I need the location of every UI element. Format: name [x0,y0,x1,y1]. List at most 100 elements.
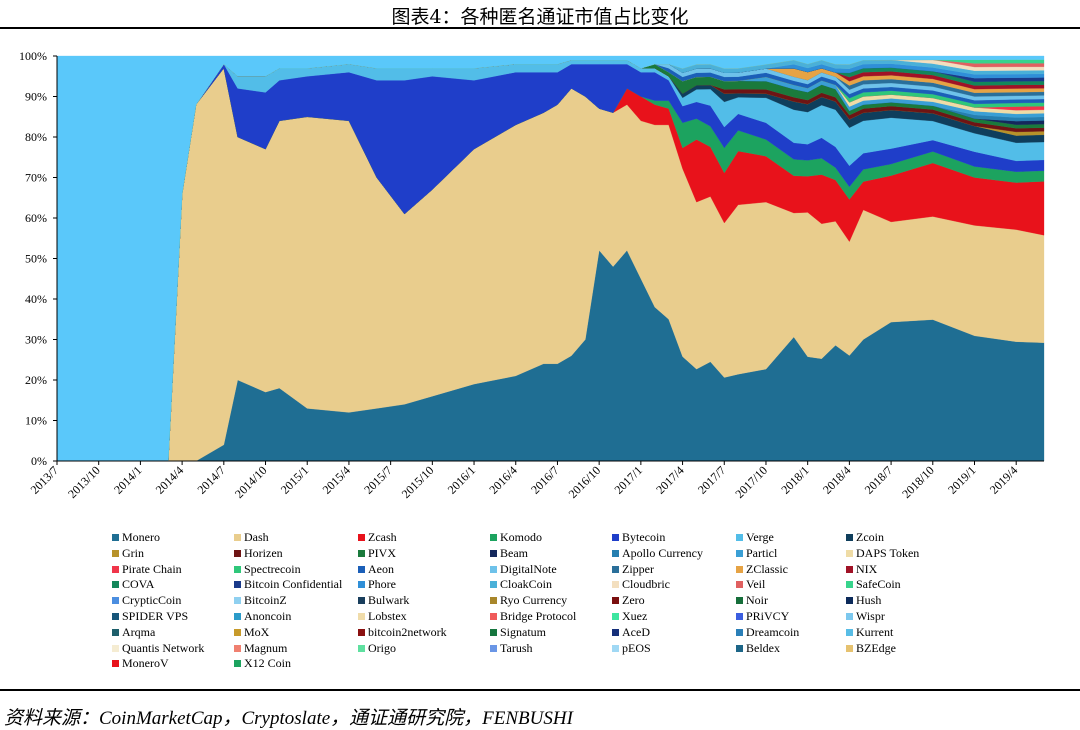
legend-item: Origo [358,641,396,655]
legend-label: Quantis Network [122,640,205,655]
legend-label: Kurrent [856,624,894,639]
legend-swatch [112,549,119,557]
legend-item: Lobstex [358,609,407,623]
legend-label: pEOS [622,640,651,655]
legend-label: Bulwark [368,593,410,608]
legend-label: SPIDER VPS [122,609,189,623]
x-tick-label: 2014/10 [232,463,270,501]
x-tick-label: 2018/1 [778,463,811,496]
legend-label: PIVX [368,545,397,560]
legend-label: Noir [746,593,768,608]
legend-label: SafeCoin [856,577,901,592]
legend-swatch [846,534,853,541]
legend-label: MoneroV [122,656,169,671]
legend-item: Ryo Currency [490,593,567,607]
legend-item: Zcash [358,530,397,544]
y-tick-label: 40% [25,292,47,306]
legend-label: Signatum [500,624,547,639]
legend-swatch [234,581,241,589]
legend-label: CloakCoin [500,577,553,592]
legend-item: Beam [490,546,528,560]
legend-item: Cloudbric [612,577,670,591]
legend-item: Wispr [846,609,885,623]
x-tick-label: 2017/7 [695,463,728,496]
legend-item: Apollo Currency [612,546,703,560]
y-tick-label: 90% [25,90,47,104]
legend-label: Anoncoin [244,609,292,623]
legend-item: DigitalNote [490,562,557,576]
legend-swatch [612,644,619,652]
legend-label: Pirate Chain [122,561,182,576]
legend-item: X12 Coin [234,656,291,670]
x-tick-label: 2016/1 [445,463,478,496]
x-tick-label: 2018/7 [862,463,895,496]
legend-label: Arqma [122,624,156,639]
legend-label: BitcoinZ [244,593,287,608]
x-tick-label: 2017/4 [653,463,686,496]
legend-item: ZClassic [736,562,788,576]
stacked-area-chart: 0%10%20%30%40%50%60%70%80%90%100%2013/7 2… [19,49,1045,501]
legend-swatch [490,628,497,636]
legend-label: Beam [500,545,528,560]
top-rule [0,27,1080,29]
legend-label: Dreamcoin [746,624,800,639]
x-tick-label: 2014/4 [153,463,186,496]
x-tick-label: 2019/1 [945,463,978,496]
legend-label: Dash [244,530,269,544]
legend-swatch [112,534,119,541]
legend-item: Zipper [612,562,654,576]
legend-item: DAPS Token [846,546,919,560]
x-tick-label: 2017/1 [612,463,645,496]
x-tick-label: 2015/1 [278,463,311,496]
legend-item: Xuez [612,609,647,623]
legend-label: NIX [856,561,878,576]
legend-swatch [736,534,743,541]
legend-label: COVA [122,577,155,592]
x-tick-label: 2015/4 [320,463,353,496]
legend-label: MoX [244,624,270,639]
legend-swatch [358,628,365,636]
legend-swatch [846,597,853,605]
y-tick-label: 10% [25,414,47,428]
legend-item: Komodo [490,530,542,544]
legend-swatch [736,628,743,636]
x-tick-label: 2015/10 [399,463,437,501]
legend-item: bitcoin2network [358,625,447,639]
legend-swatch [234,613,241,620]
legend-item: Bitcoin Confidential [234,577,342,591]
legend-swatch [736,549,743,557]
legend-label: Magnum [244,640,288,655]
legend-swatch [612,565,619,573]
x-tick-label: 2017/10 [732,463,770,501]
legend-swatch [234,549,241,557]
legend-label: CrypticCoin [122,593,182,608]
y-tick-label: 30% [25,333,47,347]
x-tick-label: 2018/4 [820,463,853,496]
legend-swatch [234,597,241,605]
legend-label: BZEdge [856,640,896,655]
legend-swatch [234,565,241,573]
x-tick-label: 2015/7 [361,463,394,496]
legend-item: MoX [234,625,269,639]
legend-label: Cloudbric [622,577,670,592]
legend-label: Particl [746,545,778,560]
legend-swatch [112,628,119,636]
legend-item: Bridge Protocol [490,609,576,623]
chart-title: 图表4：各种匿名通证市值占比变化 [391,6,689,28]
x-tick-label: 2014/1 [111,463,144,496]
legend-swatch [736,565,743,573]
legend-item: SafeCoin [846,577,901,591]
y-tick-label: 80% [25,130,47,144]
legend-item: Monero [112,530,160,544]
legend-item: Arqma [112,625,155,639]
legend-swatch [846,613,853,620]
legend-swatch [234,628,241,636]
legend-swatch [112,597,119,605]
legend-swatch [358,534,365,541]
x-tick-label: 2013/10 [65,463,103,501]
legend-swatch [490,565,497,573]
legend-label: Phore [368,577,396,592]
legend-item: Zero [612,593,645,607]
legend-label: Veil [746,577,766,592]
legend-label: ZClassic [746,561,788,576]
